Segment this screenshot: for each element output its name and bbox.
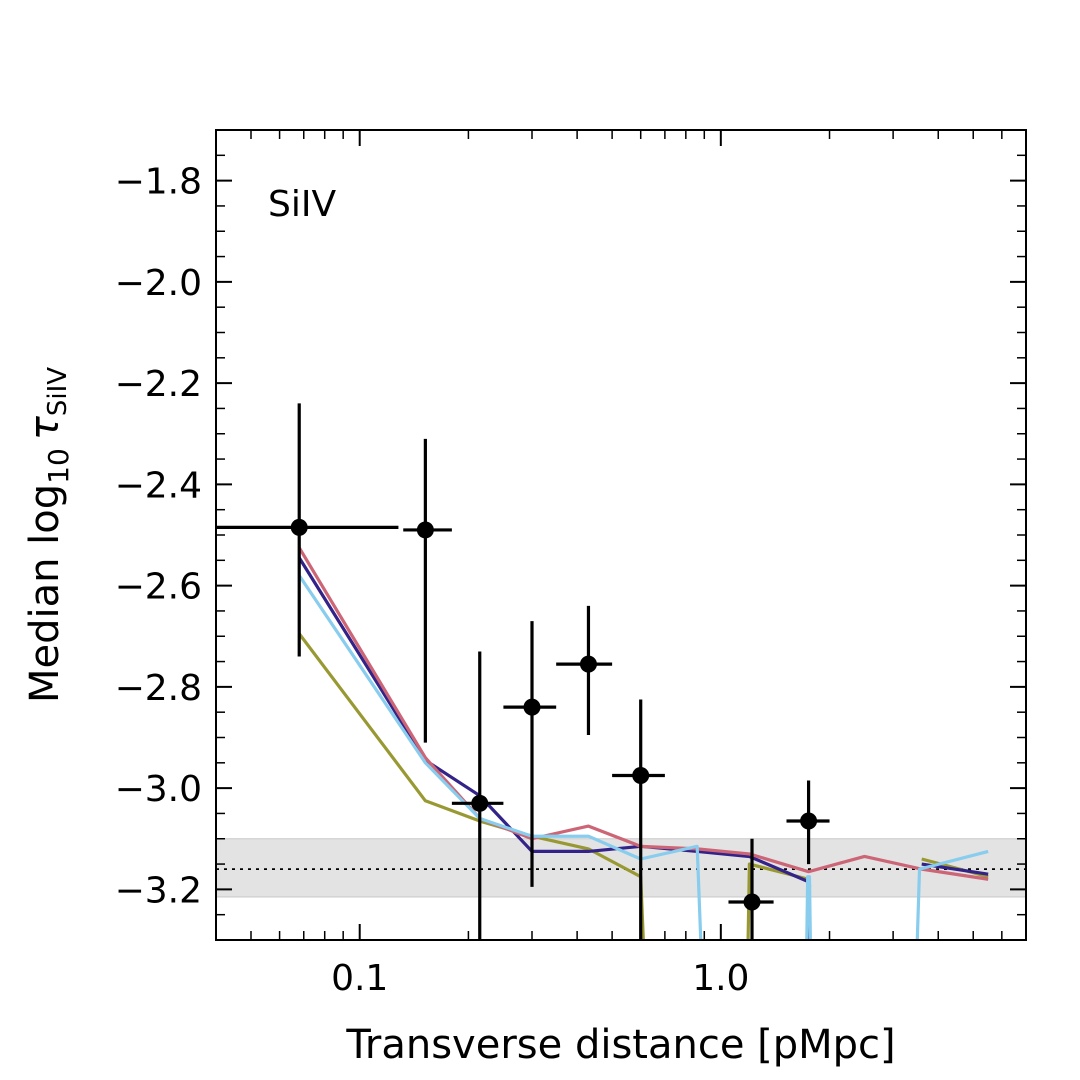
ticks-layer: −1.8 −2.0 −2.2 −2.4 −2.6 −2.8 −3.0 −3.2 0.1 1.0	[115, 129, 1027, 999]
obs-point-3	[523, 698, 541, 716]
obs-point-1	[416, 521, 434, 539]
x-tick-label-1: 1.0	[692, 958, 749, 999]
panel-label: SiIV	[268, 184, 336, 225]
y-tick-label-5: −2.8	[115, 668, 202, 709]
y-tick-label-2: −2.2	[115, 364, 202, 405]
obs-point-7	[800, 812, 818, 830]
obs-point-0	[290, 518, 308, 536]
y-tick-label-4: −2.6	[115, 567, 202, 608]
x-axis-title: Transverse distance [pMpc]	[345, 1022, 895, 1068]
obs-point-4	[579, 655, 597, 673]
obs-point-2	[471, 794, 489, 812]
obs-point-6	[743, 893, 761, 911]
y-axis-title-prefix: Median log	[22, 484, 68, 703]
obs-point-5	[632, 766, 650, 784]
observed-points-layer	[216, 403, 830, 940]
y-tick-label-1: −2.0	[115, 263, 202, 304]
y-tick-label-6: −3.0	[115, 769, 202, 810]
y-tick-label-3: −2.4	[115, 465, 202, 506]
x-tick-label-0: 0.1	[331, 958, 388, 999]
model-series-layer	[297, 546, 989, 940]
series-line-sky	[297, 574, 989, 940]
y-tick-label-0: −1.8	[115, 162, 202, 203]
y-axis-title-tau: τ	[22, 415, 68, 440]
y-tick-label-7: −3.2	[115, 870, 202, 911]
y-axis-title-sub: SiIV	[43, 367, 73, 416]
y-axis-title-base: 10	[42, 448, 75, 484]
y-axis-title: Median log10 τSiIV	[22, 367, 75, 703]
plot-frame	[215, 129, 1027, 941]
